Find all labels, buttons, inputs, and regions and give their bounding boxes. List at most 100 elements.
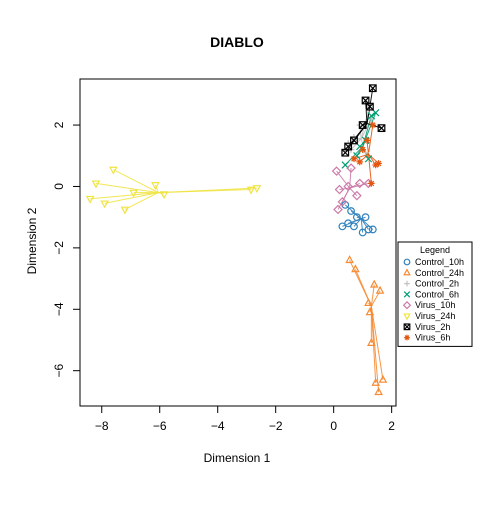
- y-axis-label: Dimension 2: [25, 207, 39, 274]
- legend-label-virus-24h: Virus_24h: [415, 311, 455, 321]
- spoke-lines: [90, 88, 384, 393]
- legend-marker-control-24h: [403, 268, 411, 276]
- legend-label-control-24h: Control_24h: [415, 268, 464, 278]
- point-virus-2h-4: [368, 84, 377, 93]
- y-tick-label-0: 0: [52, 183, 66, 190]
- point-virus-10h-4: [343, 181, 353, 192]
- legend-label-control-10h: Control_10h: [415, 257, 464, 267]
- point-virus-24h-6: [151, 182, 160, 190]
- point-control-24h-0: [345, 255, 354, 264]
- point-virus-2h-1: [344, 142, 353, 151]
- spoke-virus-24h-4: [124, 192, 159, 210]
- legend-label-control-6h: Control_6h: [415, 289, 459, 299]
- x-tick-label-2: 2: [388, 419, 395, 433]
- point-control-10h-4: [358, 228, 367, 237]
- point-control-24h-8: [374, 387, 383, 396]
- point-virus-6h-1: [356, 158, 364, 166]
- point-control-10h-9: [361, 213, 370, 222]
- point-virus-24h-8: [246, 186, 256, 195]
- point-control-24h-2: [364, 298, 373, 307]
- point-virus-24h-7: [159, 191, 169, 200]
- x-tick-label--6: −6: [153, 419, 167, 433]
- legend-marker-virus-2h: [403, 323, 411, 331]
- point-virus-6h-0: [350, 155, 358, 163]
- x-axis-label: Dimension 1: [204, 451, 271, 465]
- point-control-10h-6: [368, 225, 377, 234]
- spoke-virus-24h-9: [158, 187, 257, 194]
- point-control-10h-0: [338, 222, 347, 231]
- point-control-24h-7: [378, 374, 388, 383]
- point-virus-10h-3: [333, 204, 343, 215]
- point-virus-24h-1: [91, 180, 101, 189]
- point-virus-6h-2: [363, 137, 371, 144]
- point-control-10h-5: [364, 225, 373, 234]
- point-control-6h-4: [371, 109, 380, 117]
- spoke-virus-10h-5: [349, 187, 358, 197]
- y-tick-label--4: −4: [52, 302, 66, 316]
- point-control-24h-9: [367, 337, 376, 346]
- legend-label-control-2h: Control_2h: [415, 279, 459, 289]
- legend-marker-virus-6h: [404, 334, 410, 341]
- point-control-10h-1: [344, 219, 353, 228]
- y-axis: −6 −4 −2 0 2: [52, 121, 81, 378]
- point-virus-24h-2: [85, 195, 95, 204]
- spoke-control-24h-4: [370, 284, 375, 307]
- legend-marker-control-10h: [403, 258, 411, 266]
- y-tick-label--2: −2: [52, 241, 66, 255]
- point-control-10h-2: [347, 207, 355, 215]
- point-control-10h-3: [352, 213, 361, 222]
- point-virus-10h-1: [334, 184, 345, 195]
- spoke-virus-6h-3: [367, 124, 374, 155]
- point-virus-6h-5: [372, 161, 380, 169]
- point-control-24h-4: [369, 279, 379, 288]
- legend-marker-control-2h: [404, 280, 410, 287]
- spoke-control-24h-7: [370, 306, 384, 380]
- point-control-2h-5: [368, 115, 375, 123]
- point-control-6h-6: [364, 155, 373, 163]
- data-points: [85, 84, 388, 396]
- point-control-6h-3: [367, 112, 376, 120]
- y-tick-label-2: 2: [52, 121, 66, 128]
- point-virus-24h-4: [120, 206, 130, 215]
- legend-label-virus-2h: Virus_2h: [415, 322, 450, 332]
- spoke-virus-10h-0: [336, 170, 351, 189]
- x-tick-label--8: −8: [95, 419, 109, 433]
- legend-marker-virus-24h: [403, 313, 411, 321]
- point-virus-24h-0: [109, 166, 118, 175]
- point-virus-6h-6: [368, 180, 375, 187]
- x-tick-label-0: 0: [330, 419, 337, 433]
- point-virus-2h-5: [377, 124, 386, 133]
- point-virus-6h-7: [359, 146, 366, 153]
- chart-title: DIABLO: [210, 34, 264, 50]
- y-tick-label--6: −6: [52, 364, 66, 378]
- point-virus-24h-3: [100, 200, 109, 209]
- point-virus-10h-7: [354, 178, 365, 189]
- point-control-24h-1: [351, 264, 360, 273]
- legend-label-virus-10h: Virus_10h: [415, 300, 455, 310]
- point-virus-6h-4: [375, 160, 382, 167]
- legend-label-virus-6h: Virus_6h: [415, 333, 450, 343]
- spoke-virus-24h-1: [95, 182, 159, 194]
- point-virus-10h-5: [352, 190, 362, 201]
- legend-title: Legend: [420, 245, 450, 255]
- point-control-24h-5: [375, 285, 385, 294]
- point-virus-6h-3: [369, 121, 377, 129]
- x-axis: −8 −6 −4 −2 0 2: [95, 405, 395, 433]
- point-control-10h-8: [350, 222, 358, 231]
- spoke-control-10h-4: [360, 218, 364, 233]
- x-tick-label--4: −4: [211, 419, 225, 433]
- spoke-virus-24h-6: [154, 184, 159, 193]
- point-virus-24h-9: [252, 185, 262, 194]
- point-virus-10h-0: [331, 166, 342, 176]
- legend: Legend Control_10hControl_24hControl_2hC…: [397, 241, 473, 347]
- spoke-virus-24h-0: [113, 169, 159, 194]
- point-virus-2h-6: [366, 102, 374, 111]
- point-control-24h-3: [365, 307, 375, 316]
- point-control-2h-4: [362, 149, 369, 156]
- point-virus-10h-2: [337, 197, 348, 207]
- spoke-control-24h-8: [370, 306, 380, 393]
- point-virus-2h-3: [361, 96, 370, 105]
- point-virus-2h-7: [350, 136, 358, 145]
